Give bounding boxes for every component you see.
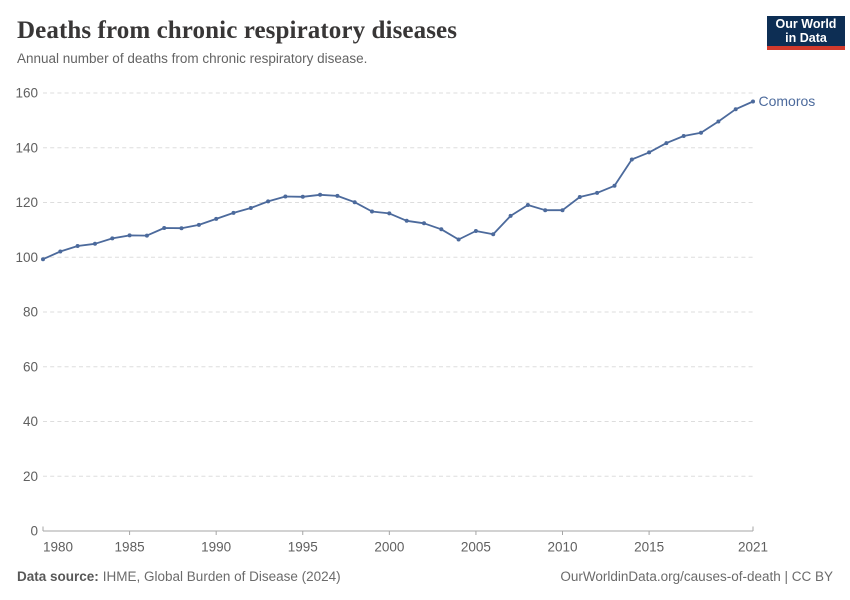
- data-point: [456, 237, 461, 242]
- y-tick-label: 40: [23, 414, 38, 429]
- data-point: [577, 195, 582, 199]
- data-point: [751, 99, 755, 104]
- y-tick-label: 60: [23, 359, 38, 374]
- attribution-link[interactable]: OurWorldinData.org/causes-of-death | CC …: [560, 569, 833, 584]
- x-axis: [42, 526, 754, 535]
- data-point: [733, 107, 738, 112]
- data-point: [543, 208, 548, 213]
- data-source: Data source: IHME, Global Burden of Disea…: [17, 569, 341, 584]
- data-point: [248, 206, 253, 210]
- y-tick-label: 140: [15, 140, 38, 155]
- page-title: Deaths from chronic respiratory diseases: [17, 17, 458, 44]
- y-tick-label: 0: [30, 524, 38, 539]
- data-point: [179, 226, 184, 231]
- data-point: [439, 227, 444, 232]
- data-point: [664, 141, 669, 146]
- x-tick-label: 1995: [288, 540, 318, 555]
- series-line-comoros: [42, 100, 754, 261]
- data-point: [595, 190, 600, 195]
- series-markers-comoros: [41, 99, 755, 262]
- data-source-label: Data source:: [17, 569, 99, 584]
- data-point: [473, 229, 478, 233]
- y-axis-labels: 0 20 40 60 80 100 120 140 160: [15, 86, 38, 539]
- data-point: [525, 203, 530, 207]
- data-point: [716, 119, 721, 124]
- y-tick-label: 160: [15, 86, 38, 101]
- owid-logo-line2: in Data: [785, 31, 827, 45]
- data-point: [266, 199, 271, 204]
- data-point: [404, 218, 409, 223]
- data-point: [127, 233, 132, 238]
- data-point: [283, 194, 288, 199]
- data-point: [318, 192, 323, 197]
- x-tick-label: 2021: [738, 540, 768, 555]
- data-point: [214, 216, 219, 221]
- data-point: [231, 210, 236, 215]
- data-point: [491, 232, 496, 237]
- y-gridlines: [43, 92, 753, 477]
- data-point: [144, 233, 149, 238]
- data-point: [612, 183, 617, 188]
- data-point: [387, 211, 392, 216]
- data-point: [110, 236, 115, 241]
- data-point: [352, 200, 357, 205]
- chart-footer: Data source: IHME, Global Burden of Disea…: [17, 569, 833, 584]
- y-tick-label: 100: [15, 250, 38, 265]
- x-tick-label: 1990: [201, 540, 231, 555]
- x-tick-label: 2000: [374, 540, 404, 555]
- data-point: [370, 209, 374, 214]
- owid-logo-line1: Our World: [775, 17, 837, 31]
- x-tick-label: 1980: [43, 540, 73, 555]
- y-tick-label: 80: [23, 305, 38, 320]
- data-point: [647, 150, 652, 155]
- data-point: [162, 226, 167, 230]
- x-tick-label: 2010: [547, 540, 577, 555]
- data-point: [508, 213, 513, 218]
- data-source-text: IHME, Global Burden of Disease (2024): [102, 569, 341, 584]
- data-point: [681, 134, 686, 138]
- x-tick-label: 2015: [634, 540, 664, 555]
- data-point: [629, 157, 634, 162]
- data-point: [335, 193, 340, 198]
- y-tick-label: 120: [15, 195, 38, 210]
- x-tick-label: 1985: [115, 540, 145, 555]
- data-point: [58, 249, 63, 254]
- y-tick-label: 20: [23, 469, 38, 484]
- x-tick-label: 2005: [461, 540, 491, 555]
- series-label-comoros: Comoros: [759, 93, 816, 109]
- data-point: [300, 194, 305, 199]
- chart-subtitle: Annual number of deaths from chronic res…: [17, 51, 368, 66]
- data-point: [196, 222, 201, 227]
- data-point: [75, 244, 80, 248]
- data-point: [422, 221, 426, 226]
- data-point: [93, 241, 97, 246]
- data-point: [41, 257, 45, 262]
- x-axis-labels: 1980 1985 1990 1995 2000 2005 2010 2015 2021: [43, 540, 768, 555]
- owid-logo: Our World in Data: [767, 16, 845, 50]
- data-point: [699, 130, 703, 135]
- data-point: [560, 208, 565, 213]
